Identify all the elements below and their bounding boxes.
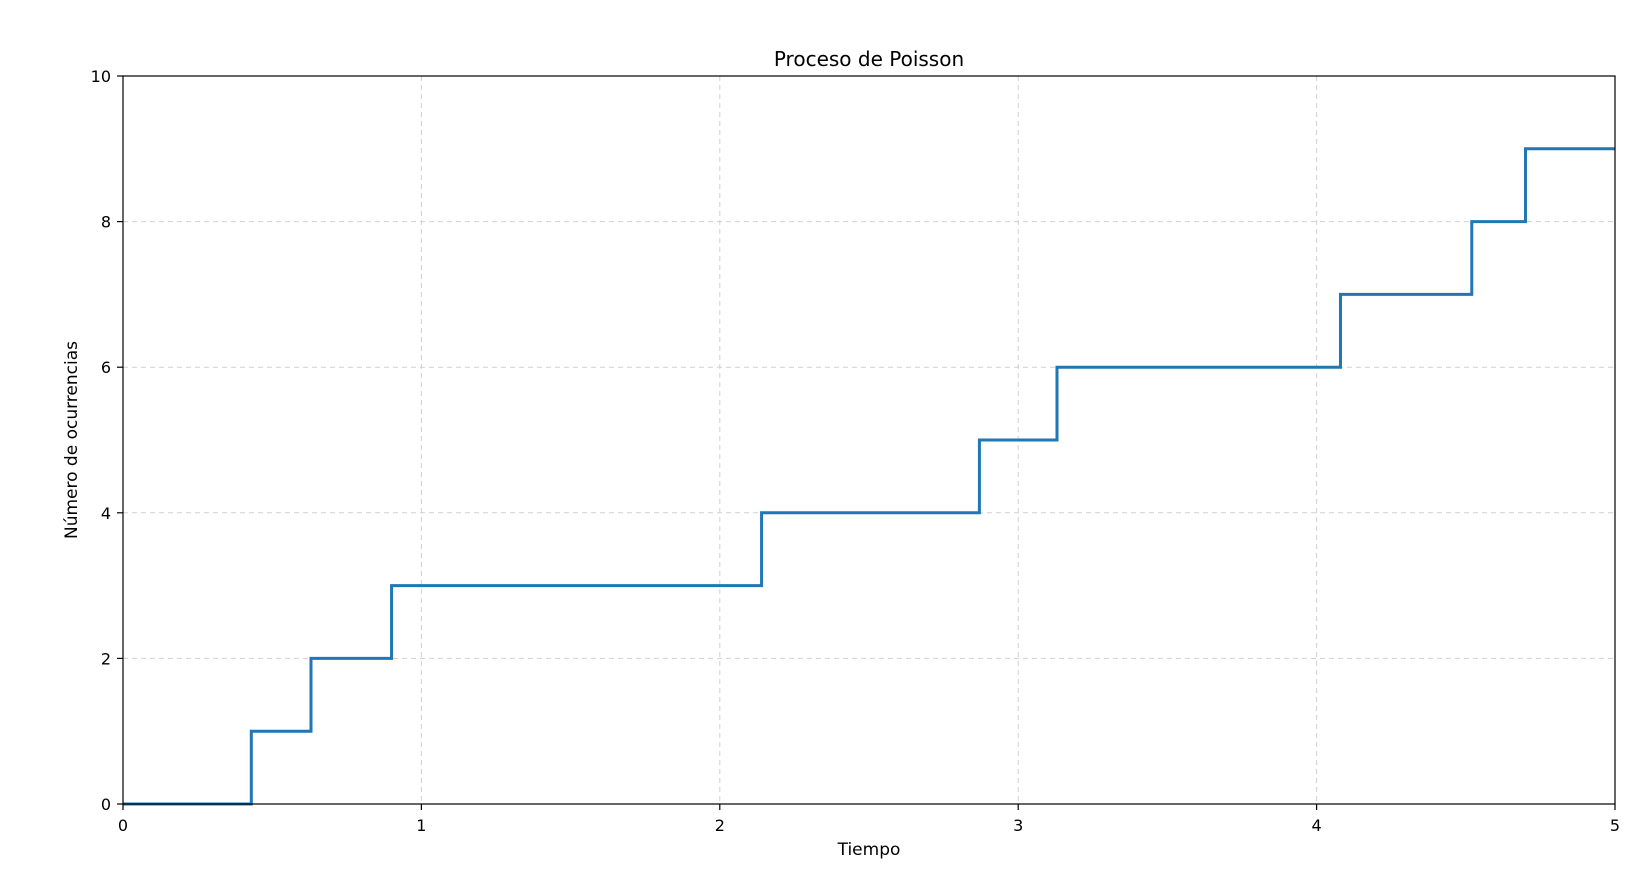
y-tick-label: 2 bbox=[101, 649, 111, 668]
x-tick-label: 3 bbox=[1013, 816, 1023, 835]
x-axis-ticks: 0 1 2 3 4 5 bbox=[118, 804, 1620, 835]
y-axis-label: Número de ocurrencias bbox=[62, 341, 82, 539]
step-series-line bbox=[123, 147, 1615, 806]
y-tick-label: 8 bbox=[101, 213, 111, 232]
grid bbox=[123, 76, 1615, 804]
plot-frame bbox=[122, 75, 1616, 805]
x-tick-label: 1 bbox=[416, 816, 426, 835]
y-tick-label: 4 bbox=[101, 504, 111, 523]
chart-title: Proceso de Poisson bbox=[774, 47, 964, 71]
y-axis-ticks: 0 2 4 6 8 10 bbox=[91, 67, 123, 814]
x-tick-label: 4 bbox=[1312, 816, 1322, 835]
x-tick-label: 5 bbox=[1610, 816, 1620, 835]
y-tick-label: 0 bbox=[101, 795, 111, 814]
series-layer bbox=[123, 147, 1615, 806]
x-tick-label: 2 bbox=[715, 816, 725, 835]
y-tick-label: 6 bbox=[101, 358, 111, 377]
y-tick-label: 10 bbox=[91, 67, 111, 86]
x-axis-label: Tiempo bbox=[837, 840, 901, 860]
x-tick-label: 0 bbox=[118, 816, 128, 835]
